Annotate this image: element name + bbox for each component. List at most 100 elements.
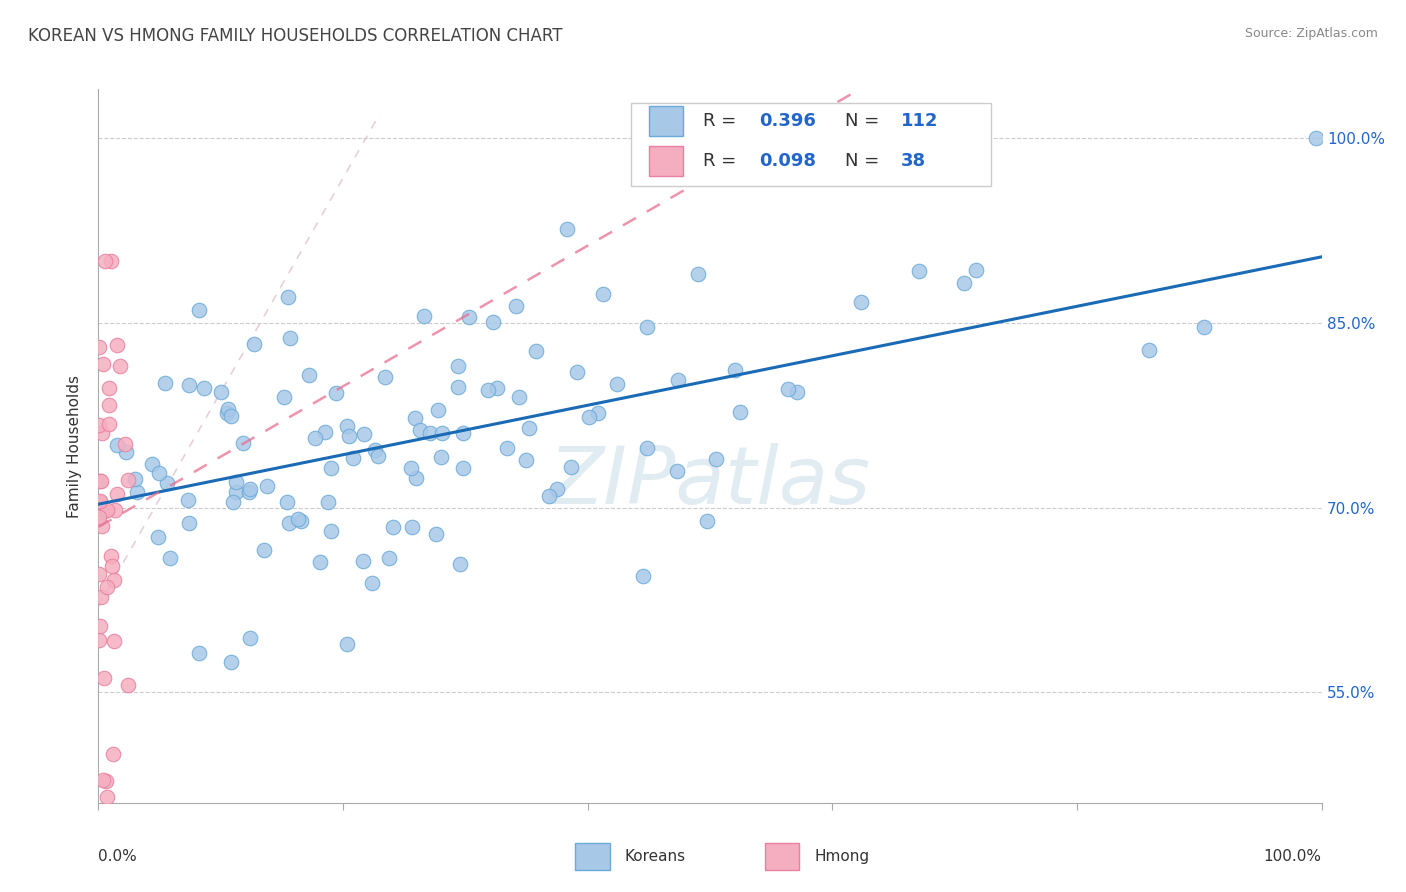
Point (193, 381, 215, 395)
Point (90, 474, 112, 488)
Text: 0.098: 0.098 (759, 152, 815, 169)
Point (91, 773, 114, 788)
Text: 38: 38 (901, 152, 927, 169)
Point (565, 366, 588, 380)
Point (103, 573, 125, 587)
Point (730, 405, 752, 419)
Point (93, 671, 115, 685)
Point (451, 460, 474, 475)
Point (125, 485, 148, 500)
Point (217, 406, 239, 420)
Point (786, 384, 808, 399)
Point (508, 390, 530, 404)
Point (94, 254, 117, 268)
Point (1192, 319, 1215, 334)
Point (156, 476, 179, 491)
Point (256, 479, 278, 493)
Point (405, 471, 427, 485)
Point (953, 277, 976, 291)
Point (93, 504, 115, 518)
Point (1305, 131, 1327, 145)
Point (377, 550, 399, 565)
Point (87, 418, 110, 433)
Text: ZIPatlas: ZIPatlas (548, 442, 872, 521)
Point (526, 343, 548, 358)
Point (105, 487, 128, 501)
Point (110, 359, 132, 374)
Point (353, 427, 375, 442)
Point (321, 460, 343, 475)
Point (219, 409, 242, 424)
Text: 0.0%: 0.0% (98, 849, 138, 864)
Point (96, 580, 118, 594)
Point (89, 494, 111, 508)
Point (696, 514, 718, 528)
Point (547, 482, 569, 496)
Point (117, 473, 139, 487)
Point (586, 406, 609, 420)
Point (219, 655, 242, 669)
Point (360, 576, 382, 591)
Point (636, 442, 658, 456)
Point (337, 429, 360, 443)
Point (153, 376, 176, 390)
Point (89, 474, 111, 488)
Point (631, 569, 654, 583)
Point (98, 381, 121, 395)
Point (666, 373, 689, 387)
Text: N =: N = (845, 152, 884, 169)
Point (105, 337, 128, 351)
Text: 100.0%: 100.0% (1264, 849, 1322, 864)
Point (104, 503, 127, 517)
Point (496, 441, 519, 455)
Point (314, 425, 336, 439)
Point (87, 509, 110, 524)
Text: KOREAN VS HMONG FAMILY HOUSEHOLDS CORRELATION CHART: KOREAN VS HMONG FAMILY HOUSEHOLDS CORREL… (28, 27, 562, 45)
Point (374, 370, 396, 384)
Point (399, 461, 422, 475)
Point (179, 516, 201, 531)
Point (176, 492, 198, 507)
Point (96, 773, 118, 788)
Point (515, 453, 537, 467)
Point (101, 747, 124, 761)
Point (517, 421, 540, 435)
Point (505, 299, 527, 313)
Point (342, 450, 364, 465)
Point (100, 254, 122, 268)
Text: Source: ZipAtlas.com: Source: ZipAtlas.com (1244, 27, 1378, 40)
Point (447, 359, 470, 373)
Point (290, 514, 312, 528)
FancyBboxPatch shape (630, 103, 991, 186)
Point (97, 399, 120, 413)
Point (105, 437, 128, 451)
Point (336, 419, 359, 434)
Point (100, 549, 122, 564)
Point (239, 631, 262, 645)
Point (222, 495, 245, 509)
Y-axis label: Family Households: Family Households (67, 375, 83, 517)
Point (451, 425, 474, 440)
Point (319, 524, 342, 538)
Point (98, 417, 121, 431)
Text: 0.396: 0.396 (759, 112, 815, 130)
Point (409, 423, 432, 437)
Point (636, 320, 658, 334)
Point (381, 520, 404, 534)
Point (425, 526, 447, 541)
Point (704, 451, 727, 466)
Point (89, 619, 111, 633)
Point (87, 633, 110, 648)
Point (430, 426, 453, 441)
Point (159, 550, 181, 565)
Point (336, 637, 359, 651)
Point (209, 384, 232, 399)
Point (273, 390, 295, 404)
Text: R =: R = (703, 112, 742, 130)
Point (429, 450, 451, 464)
Point (412, 310, 434, 324)
Point (426, 403, 449, 417)
Point (188, 646, 211, 660)
Text: Koreans: Koreans (624, 849, 686, 863)
Point (592, 287, 614, 301)
